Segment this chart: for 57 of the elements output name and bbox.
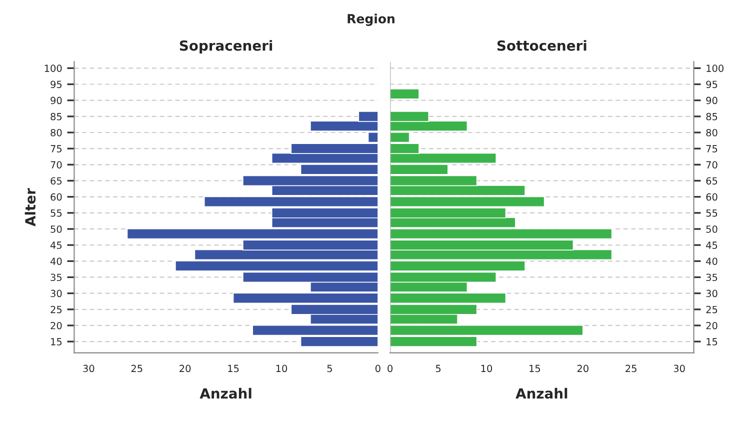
chart-title: Sopraceneri bbox=[180, 40, 272, 54]
y-tick-label: 75 bbox=[50, 145, 62, 152]
y-tick-label: 85 bbox=[706, 112, 718, 120]
y-tick-label: 55 bbox=[50, 210, 62, 217]
y-tick-label: 70 bbox=[706, 161, 718, 168]
x-tick-label: 30 bbox=[674, 364, 685, 372]
y-tick-label: 50 bbox=[50, 225, 62, 233]
y-tick-label: 45 bbox=[706, 242, 718, 249]
x-tick-label: 20 bbox=[577, 364, 588, 372]
y-tick-label: 20 bbox=[706, 322, 718, 330]
y-tick-label: 30 bbox=[50, 290, 62, 298]
y-tick-label: 55 bbox=[706, 210, 718, 217]
x-tick-label: 20 bbox=[180, 364, 191, 372]
y-tick-label: 25 bbox=[50, 306, 62, 314]
y-tick-label: 20 bbox=[50, 322, 62, 330]
y-tick-label: 85 bbox=[50, 112, 62, 120]
y-tick-label: 60 bbox=[50, 193, 62, 201]
x-tick-label: 0 bbox=[388, 364, 393, 372]
y-tick-label: 100 bbox=[706, 64, 724, 72]
x-tick-label: 10 bbox=[276, 364, 288, 372]
chart-title: Sottoceneri bbox=[497, 40, 586, 51]
x-tick-label: 5 bbox=[436, 364, 441, 372]
y-tick-label: 80 bbox=[706, 128, 718, 136]
x-tick-label: 5 bbox=[327, 364, 332, 372]
x-tick-label: 25 bbox=[626, 364, 636, 372]
y-tick-label: 90 bbox=[706, 96, 718, 104]
x-tick-label: 30 bbox=[83, 364, 94, 372]
y-tick-label: 45 bbox=[50, 242, 62, 249]
y-tick-label: 60 bbox=[706, 193, 718, 201]
y-tick-label: 95 bbox=[706, 80, 718, 88]
y-tick-label: 65 bbox=[706, 177, 718, 185]
y-tick-label: 95 bbox=[50, 80, 62, 88]
y-tick-label: 30 bbox=[706, 290, 718, 298]
x-tick-label: 10 bbox=[481, 364, 492, 372]
y-tick-label: 90 bbox=[50, 96, 62, 104]
y-tick-label: 35 bbox=[706, 274, 718, 282]
y-tick-label: 70 bbox=[50, 161, 62, 168]
x-axis-title: Anzahl bbox=[516, 388, 568, 399]
y-tick-label: 15 bbox=[51, 338, 62, 346]
x-tick-label: 15 bbox=[530, 364, 540, 372]
y-tick-label: 40 bbox=[706, 258, 718, 265]
x-axis-title: Anzahl bbox=[200, 388, 252, 399]
x-tick-label: 25 bbox=[131, 364, 142, 372]
y-axis-title: Alter bbox=[24, 188, 36, 226]
x-tick-label: 15 bbox=[228, 364, 239, 372]
y-tick-label: 75 bbox=[706, 145, 718, 152]
y-tick-label: 100 bbox=[44, 64, 62, 72]
y-tick-label: 40 bbox=[50, 258, 62, 265]
y-tick-label: 80 bbox=[50, 128, 62, 136]
y-tick-label: 25 bbox=[706, 306, 718, 314]
bar bbox=[390, 88, 420, 100]
y-tick-label: 35 bbox=[50, 274, 62, 282]
y-tick-label: 15 bbox=[706, 338, 718, 346]
text: Region bbox=[348, 14, 394, 26]
y-tick-label: 50 bbox=[706, 225, 718, 233]
x-tick-label: 0 bbox=[375, 364, 380, 372]
y-tick-label: 65 bbox=[50, 177, 62, 185]
